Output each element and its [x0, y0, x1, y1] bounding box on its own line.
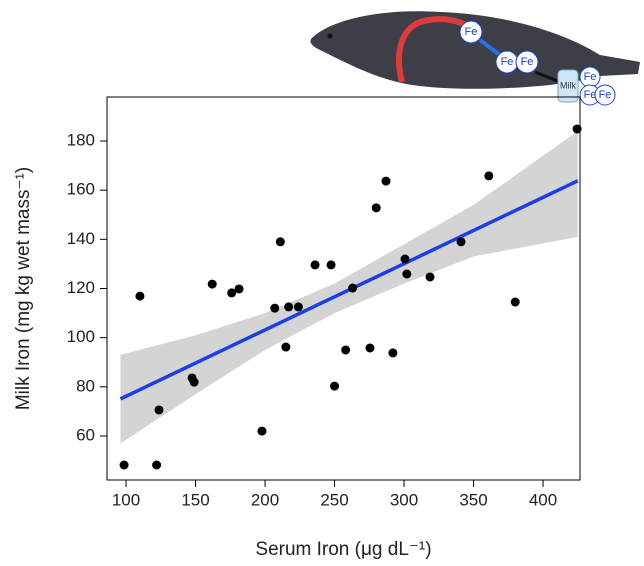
point — [401, 255, 410, 264]
point — [284, 302, 293, 311]
point — [511, 298, 520, 307]
milk-label: Milk — [560, 80, 576, 90]
x-tick-label: 400 — [529, 490, 557, 509]
y-tick-label: 60 — [76, 425, 95, 444]
x-tick-label: 100 — [112, 490, 140, 509]
y-tick-label: 140 — [67, 229, 95, 248]
point — [484, 171, 493, 180]
fe-label: Fe — [521, 56, 534, 68]
point — [381, 177, 390, 186]
point — [330, 382, 339, 391]
x-tick-label: 350 — [459, 490, 487, 509]
point — [402, 269, 411, 278]
fe-label: Fe — [465, 26, 478, 38]
point — [457, 237, 466, 246]
y-tick-label: 160 — [67, 180, 95, 199]
point — [152, 461, 161, 470]
point — [257, 427, 266, 436]
point — [426, 272, 435, 281]
point — [327, 260, 336, 269]
x-tick-label: 200 — [251, 490, 279, 509]
point — [365, 343, 374, 352]
fe-label: Fe — [584, 89, 597, 101]
point — [388, 348, 397, 357]
point — [276, 237, 285, 246]
y-tick-label: 80 — [76, 376, 95, 395]
point — [154, 405, 163, 414]
fe-label: Fe — [599, 89, 612, 101]
y-axis-label: Milk Iron (mg kg wet mass⁻¹) — [13, 167, 34, 410]
point — [294, 302, 303, 311]
point — [281, 343, 290, 352]
x-axis-label: Serum Iron (μg dL⁻¹) — [255, 539, 431, 560]
point — [135, 292, 144, 301]
point — [341, 345, 350, 354]
point — [311, 260, 320, 269]
point — [348, 284, 357, 293]
y-tick-label: 100 — [67, 327, 95, 346]
point — [120, 461, 129, 470]
point — [190, 378, 199, 387]
point — [270, 304, 279, 313]
x-tick-label: 150 — [181, 490, 209, 509]
chart: FeFeFeMilkFeFeFe608010012014016018010015… — [0, 0, 644, 566]
x-tick-label: 250 — [320, 490, 348, 509]
point — [235, 284, 244, 293]
seal-eye — [328, 34, 333, 39]
point — [372, 203, 381, 212]
y-tick-label: 120 — [67, 278, 95, 297]
fe-label: Fe — [584, 71, 597, 83]
point — [208, 280, 217, 289]
y-tick-label: 180 — [67, 130, 95, 149]
x-tick-label: 300 — [390, 490, 418, 509]
fe-label: Fe — [501, 56, 514, 68]
